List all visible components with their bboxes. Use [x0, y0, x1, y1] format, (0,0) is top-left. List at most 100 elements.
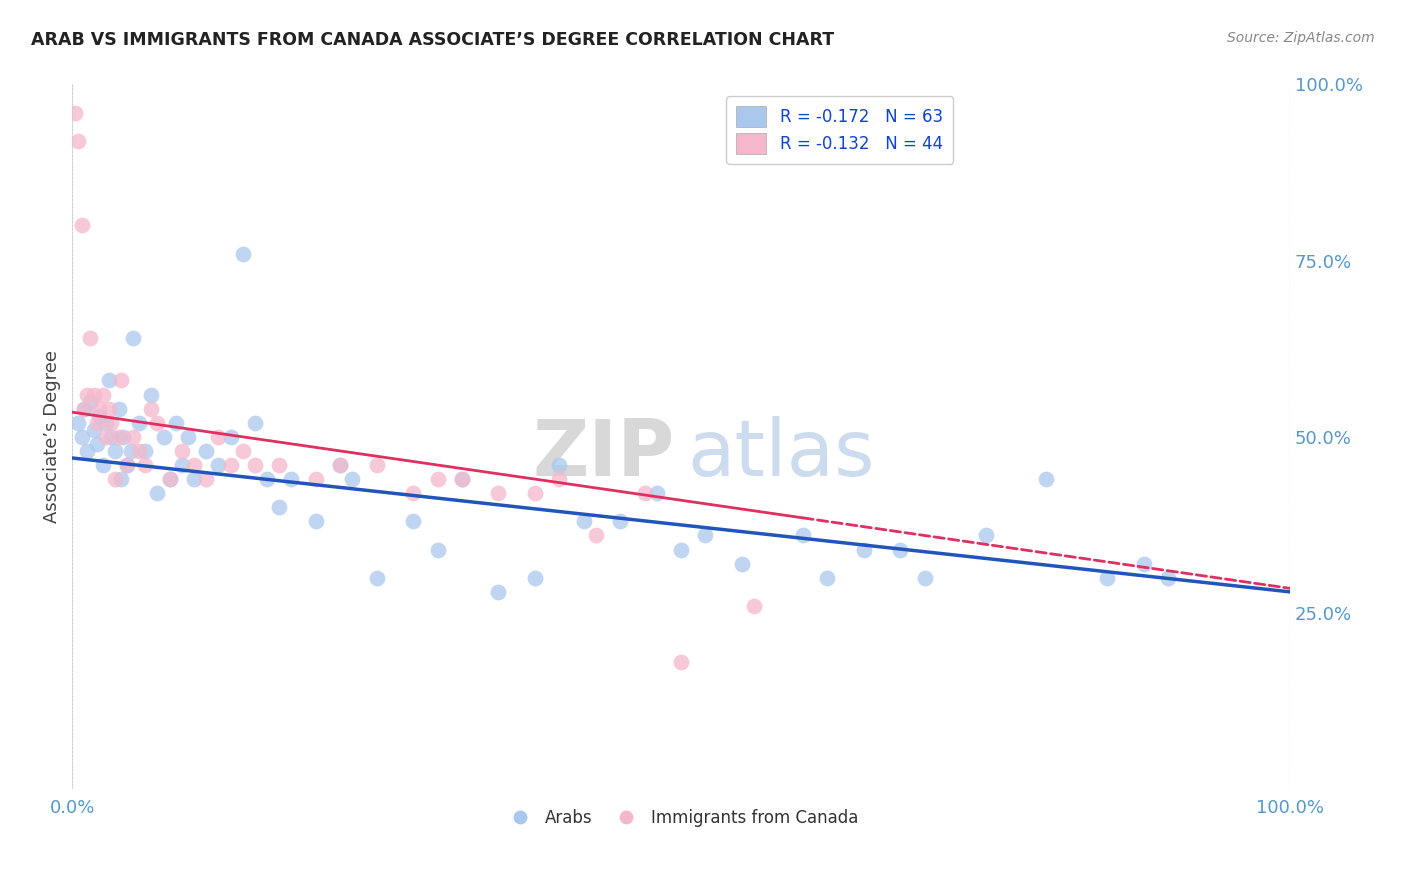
Point	[107, 401, 129, 416]
Point	[183, 458, 205, 472]
Point	[122, 430, 145, 444]
Point	[914, 571, 936, 585]
Point	[73, 401, 96, 416]
Point	[219, 458, 242, 472]
Point	[524, 486, 547, 500]
Point	[122, 331, 145, 345]
Point	[141, 387, 163, 401]
Point	[974, 528, 997, 542]
Point	[110, 472, 132, 486]
Point	[134, 444, 156, 458]
Point	[146, 416, 169, 430]
Point	[76, 444, 98, 458]
Point	[100, 416, 122, 430]
Point	[256, 472, 278, 486]
Point	[67, 416, 90, 430]
Point	[280, 472, 302, 486]
Point	[146, 486, 169, 500]
Point	[548, 472, 571, 486]
Point	[342, 472, 364, 486]
Point	[76, 387, 98, 401]
Point	[83, 423, 105, 437]
Point	[170, 458, 193, 472]
Point	[97, 374, 120, 388]
Point	[73, 401, 96, 416]
Point	[305, 472, 328, 486]
Point	[120, 444, 142, 458]
Point	[115, 458, 138, 472]
Point	[524, 571, 547, 585]
Point	[426, 542, 449, 557]
Point	[889, 542, 911, 557]
Point	[195, 472, 218, 486]
Point	[134, 458, 156, 472]
Point	[165, 416, 187, 430]
Point	[128, 416, 150, 430]
Point	[402, 515, 425, 529]
Point	[402, 486, 425, 500]
Point	[1133, 557, 1156, 571]
Point	[232, 444, 254, 458]
Text: ARAB VS IMMIGRANTS FROM CANADA ASSOCIATE’S DEGREE CORRELATION CHART: ARAB VS IMMIGRANTS FROM CANADA ASSOCIATE…	[31, 31, 834, 49]
Point	[548, 458, 571, 472]
Point	[366, 571, 388, 585]
Point	[70, 430, 93, 444]
Point	[243, 416, 266, 430]
Point	[426, 472, 449, 486]
Point	[152, 430, 174, 444]
Point	[731, 557, 754, 571]
Point	[70, 219, 93, 233]
Point	[67, 134, 90, 148]
Point	[91, 458, 114, 472]
Point	[243, 458, 266, 472]
Point	[572, 515, 595, 529]
Point	[488, 585, 510, 599]
Point	[97, 401, 120, 416]
Point	[232, 246, 254, 260]
Legend: Arabs, Immigrants from Canada: Arabs, Immigrants from Canada	[496, 803, 865, 834]
Point	[609, 515, 631, 529]
Point	[1035, 472, 1057, 486]
Point	[585, 528, 607, 542]
Point	[1157, 571, 1180, 585]
Point	[451, 472, 474, 486]
Point	[86, 416, 108, 430]
Point	[87, 409, 110, 423]
Point	[366, 458, 388, 472]
Point	[1097, 571, 1119, 585]
Point	[104, 472, 127, 486]
Point	[633, 486, 655, 500]
Point	[669, 656, 692, 670]
Point	[645, 486, 668, 500]
Point	[269, 500, 291, 515]
Point	[87, 401, 110, 416]
Point	[159, 472, 181, 486]
Point	[96, 430, 118, 444]
Point	[177, 430, 200, 444]
Point	[852, 542, 875, 557]
Point	[83, 387, 105, 401]
Point	[329, 458, 352, 472]
Point	[269, 458, 291, 472]
Point	[305, 515, 328, 529]
Point	[86, 437, 108, 451]
Text: atlas: atlas	[688, 417, 875, 492]
Text: ZIP: ZIP	[533, 417, 675, 492]
Text: Source: ZipAtlas.com: Source: ZipAtlas.com	[1227, 31, 1375, 45]
Point	[669, 542, 692, 557]
Point	[107, 430, 129, 444]
Point	[104, 444, 127, 458]
Point	[742, 599, 765, 613]
Point	[329, 458, 352, 472]
Point	[488, 486, 510, 500]
Point	[79, 394, 101, 409]
Point	[170, 444, 193, 458]
Point	[128, 444, 150, 458]
Point	[110, 374, 132, 388]
Point	[159, 472, 181, 486]
Y-axis label: Associate’s Degree: Associate’s Degree	[44, 351, 60, 524]
Point	[91, 387, 114, 401]
Point	[112, 430, 135, 444]
Point	[695, 528, 717, 542]
Point	[115, 458, 138, 472]
